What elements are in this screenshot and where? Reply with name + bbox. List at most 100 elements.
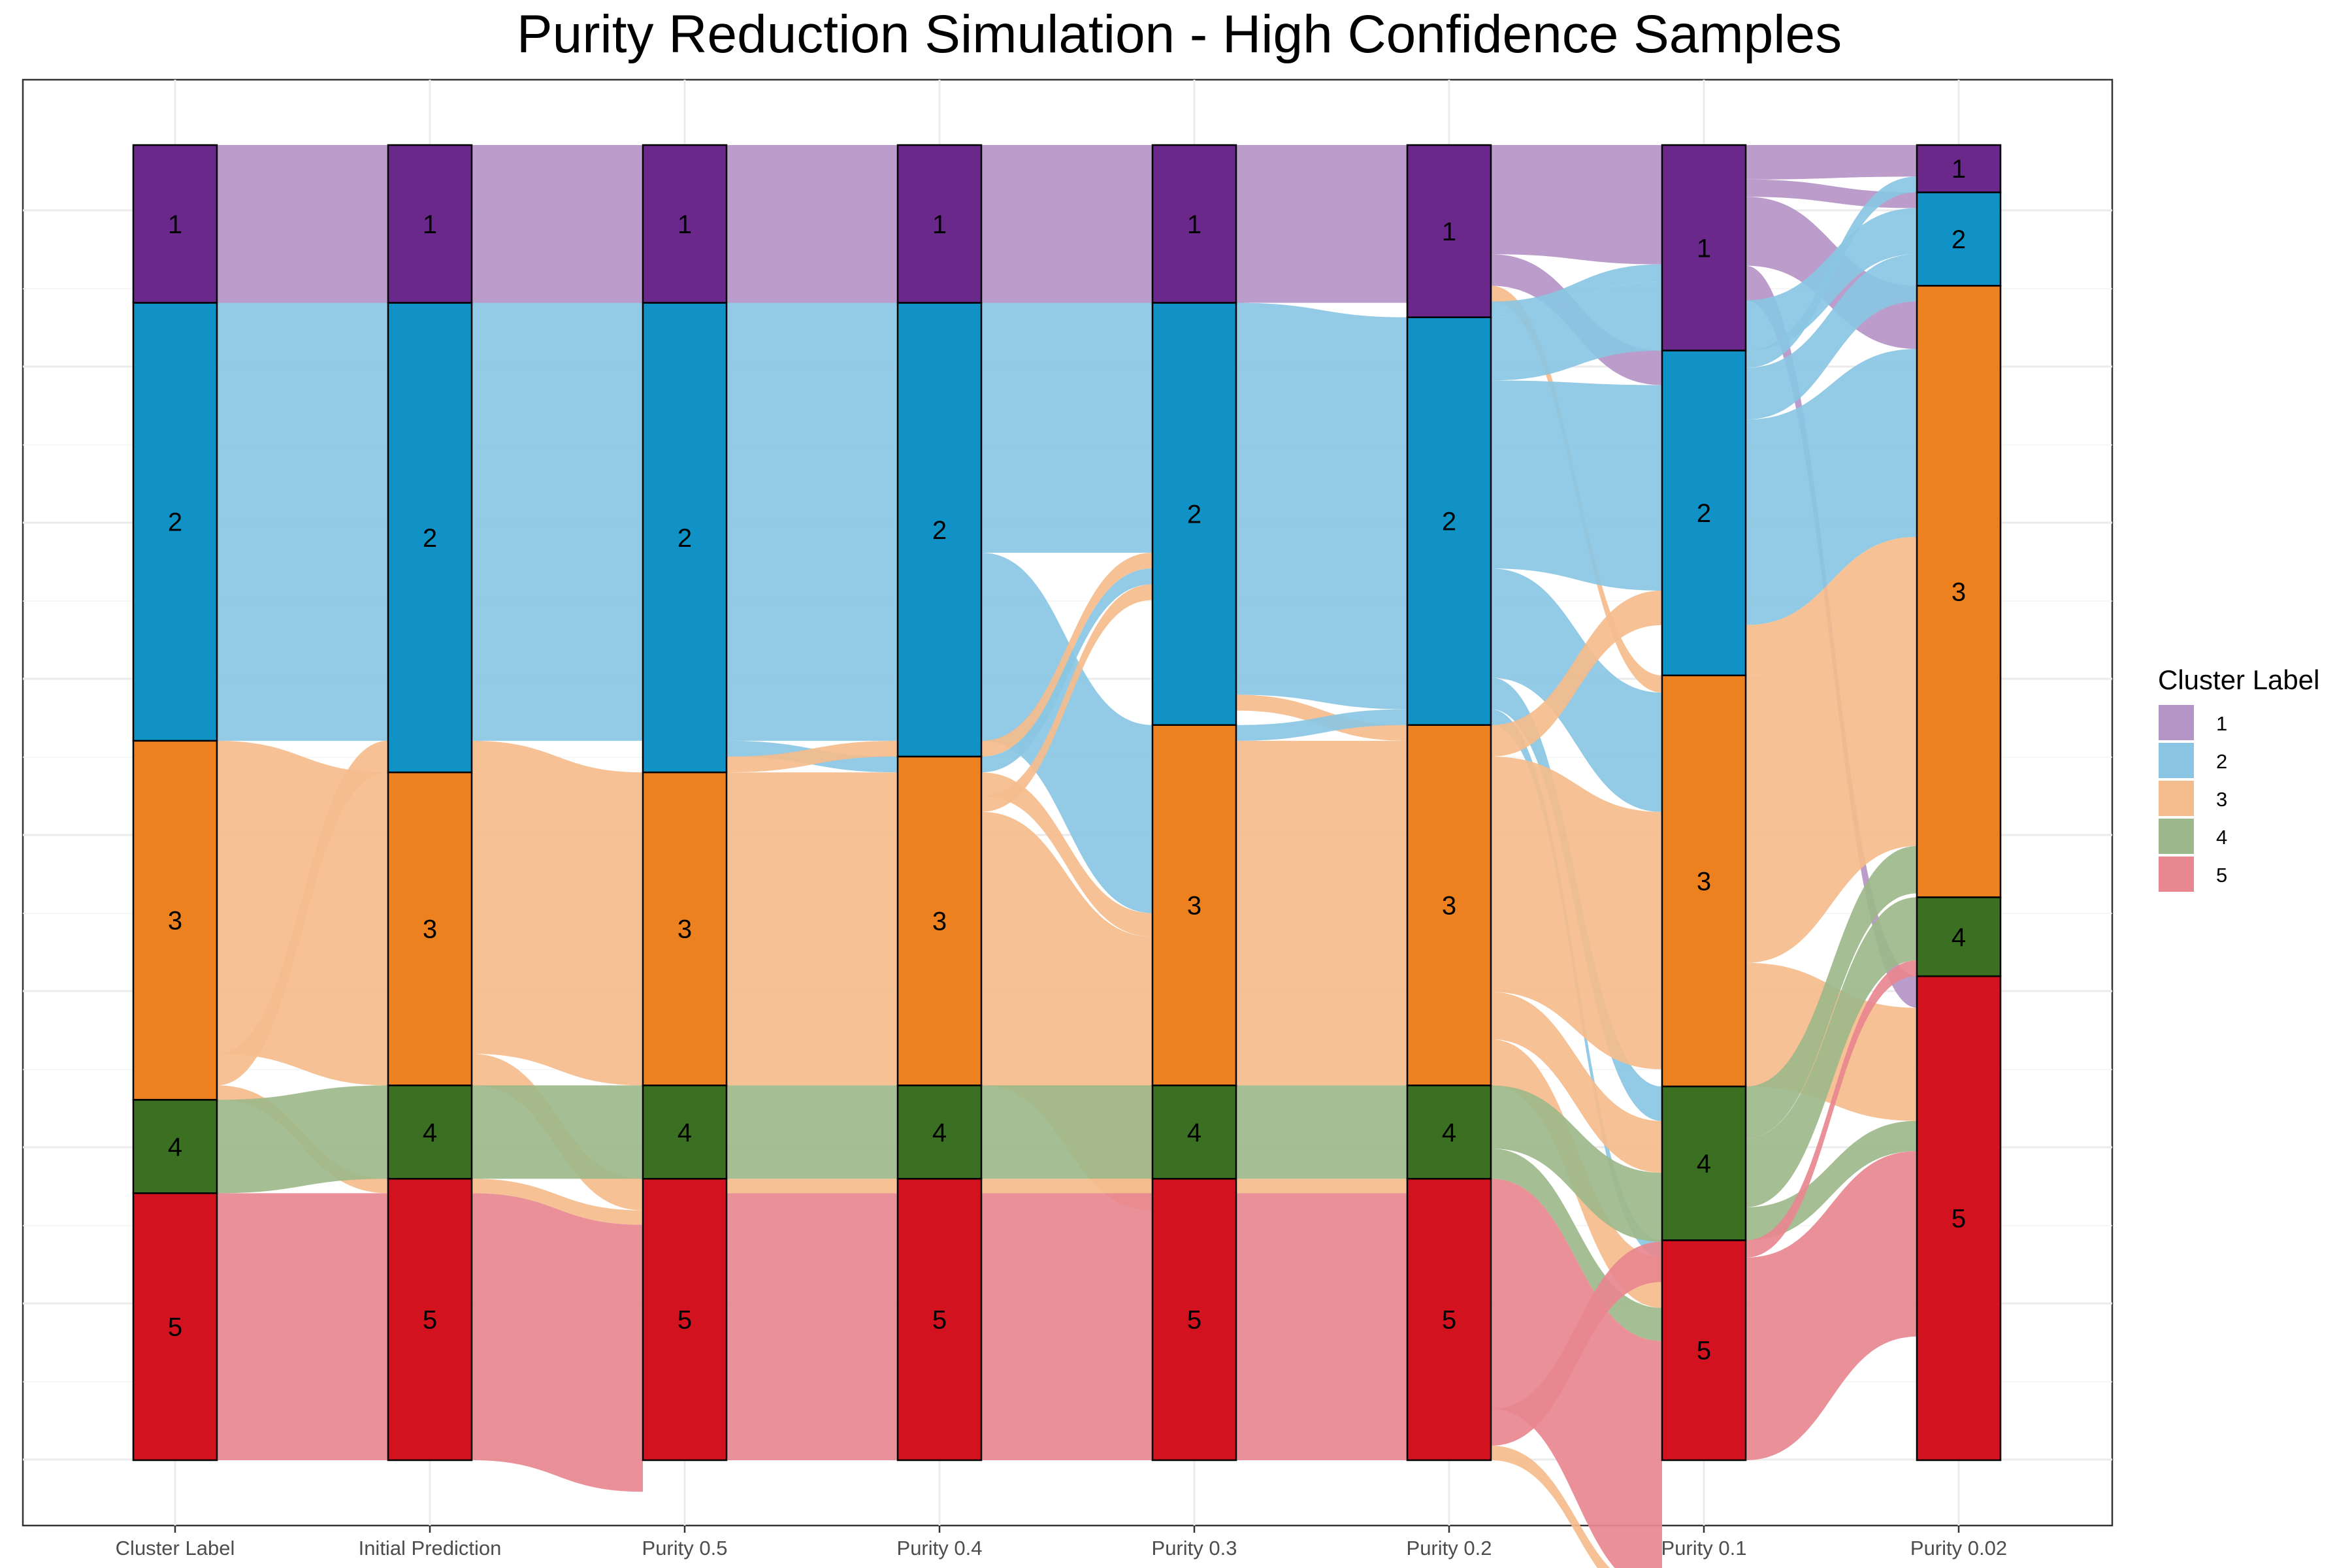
legend-key-5 — [2157, 855, 2195, 893]
stratum-label: 4 — [423, 1119, 437, 1147]
stratum-label: 1 — [1952, 155, 1966, 184]
flow-7-4-to-4-group-4 — [1746, 897, 1917, 1207]
flow-1-2-to-2-group-2 — [217, 302, 388, 741]
stratum-4-3 — [896, 755, 983, 1086]
stratum-7-2 — [1661, 350, 1747, 677]
stratum-label: 5 — [1952, 1205, 1966, 1233]
stratum-4-5 — [896, 1177, 983, 1462]
stratum-label: 3 — [423, 915, 437, 944]
flow-layer — [217, 145, 1917, 1568]
stratum-3-4 — [642, 1085, 728, 1180]
flow-7-2-to-1-group-2 — [1746, 176, 1917, 368]
flow-7-2-to-3-group-2 — [1746, 349, 1917, 625]
stratum-label: 2 — [1442, 508, 1456, 536]
legend-key-1 — [2157, 704, 2195, 742]
stratum-label: 4 — [168, 1133, 182, 1162]
stratum-label: 3 — [1187, 892, 1201, 921]
flow-3-5-to-5-group-5 — [727, 1193, 898, 1460]
x-tick-label: Initial Prediction — [359, 1537, 502, 1560]
stratum-7-1 — [1661, 144, 1747, 351]
flow-2-5-to-5-group-3 — [472, 1179, 643, 1225]
flow-1-5-to-5-group-5 — [217, 1193, 388, 1460]
stratum-label: 2 — [168, 508, 182, 537]
flow-7-5-to-4-group-5 — [1746, 960, 1917, 1258]
stratum-label: 1 — [678, 210, 692, 239]
stratum-1-5 — [132, 1192, 218, 1462]
stratum-7-4 — [1661, 1085, 1747, 1241]
stratum-8-4 — [1916, 896, 2002, 977]
flow-3-1-to-1-group-1 — [727, 145, 898, 303]
flow-6-5-to-4-group-5 — [1491, 1241, 1662, 1446]
stratum-label: 5 — [423, 1306, 437, 1335]
flow-7-4-to-3-group-4 — [1746, 845, 1917, 1139]
stratum-5-2 — [1151, 302, 1237, 726]
stratum-8-3 — [1916, 285, 2002, 898]
flow-1-1-to-1-group-1 — [217, 145, 388, 303]
flow-5-4-to-4-group-4 — [1236, 1085, 1407, 1179]
stratum-5-5 — [1151, 1177, 1237, 1462]
flow-7-4-to-5-group-4 — [1746, 1120, 1917, 1241]
flow-4-5-to-5-group-5 — [981, 1193, 1152, 1460]
x-tick-label: Cluster Label — [116, 1537, 235, 1560]
flow-6-3-to-4-group-3 — [1491, 992, 1662, 1173]
flow-4-2-to-3-group-2 — [981, 553, 1152, 913]
stratum-label: 3 — [1697, 867, 1711, 896]
stratum-2-3 — [387, 771, 473, 1086]
stratum-label: 2 — [423, 524, 437, 553]
stratum-label: 4 — [1187, 1119, 1201, 1147]
flow-7-2-to-3-group-3 — [1746, 536, 1917, 676]
stratum-label: 2 — [1187, 500, 1201, 529]
flow-2-2-to-3-group-3 — [472, 740, 643, 804]
flow-4-1-to-1-group-1 — [981, 145, 1152, 303]
x-tick-label: Purity 0.2 — [1407, 1537, 1492, 1560]
stratum-label: 5 — [932, 1306, 947, 1335]
flow-5-3-to-2-group-2 — [1236, 709, 1407, 741]
stratum-8-2 — [1916, 191, 2002, 287]
flow-3-3-to-3-group-3 — [727, 772, 898, 1086]
stratum-label: 2 — [678, 524, 692, 553]
stratum-4-1 — [896, 144, 983, 304]
flow-4-2-to-2-group-3 — [981, 553, 1152, 757]
flow-6-5-to-5-group-5 — [1491, 1179, 1662, 1568]
legend-key-4 — [2157, 817, 2195, 855]
stratum-label: 3 — [678, 915, 692, 944]
flow-4-5-to-5-group-3 — [981, 1179, 1152, 1194]
flow-1-4-to-4-group-4 — [217, 1085, 388, 1194]
legend-label-3: 3 — [2216, 788, 2227, 811]
flow-4-4-to-4-group-4 — [981, 1085, 1152, 1179]
stratum-7-5 — [1661, 1239, 1747, 1462]
x-tick-label: Purity 0.4 — [897, 1537, 983, 1560]
x-tick-label: Purity 0.1 — [1661, 1537, 1747, 1560]
stratum-6-5 — [1406, 1177, 1492, 1462]
flow-2-3-to-3-group-3 — [472, 772, 643, 1086]
flow-3-4-to-4-group-4 — [727, 1085, 898, 1179]
flow-3-2-to-2-group-3 — [727, 740, 898, 773]
x-tick-label: Purity 0.3 — [1152, 1537, 1237, 1560]
stratum-7-3 — [1661, 674, 1747, 1088]
flow-6-1-to-1-group-2 — [1491, 264, 1662, 318]
flow-5-2-to-2-group-2 — [1236, 302, 1407, 710]
flow-6-3-to-3-group-3 — [1491, 757, 1662, 1070]
flow-2-1-to-1-group-1 — [472, 145, 643, 303]
stratum-2-5 — [387, 1177, 473, 1462]
flow-7-1-to-1-group-1 — [1746, 145, 1917, 180]
stratum-1-3 — [132, 740, 218, 1101]
flow-5-5-to-5-group-3 — [1236, 1179, 1407, 1194]
stratum-label: 1 — [932, 210, 947, 239]
flow-4-3-to-2-group-3 — [981, 584, 1152, 812]
legend-label-1: 1 — [2216, 712, 2227, 735]
stratum-label: 3 — [1952, 578, 1966, 606]
stratum-5-3 — [1151, 724, 1237, 1086]
x-tick-label: Purity 0.5 — [642, 1537, 728, 1560]
stratum-6-2 — [1406, 316, 1492, 726]
stratum-label: 2 — [1952, 225, 1966, 254]
stratum-label: 5 — [168, 1313, 182, 1342]
flow-6-2-to-1-group-2 — [1491, 282, 1662, 381]
stratum-label: 5 — [678, 1306, 692, 1335]
stratum-6-4 — [1406, 1085, 1492, 1180]
flow-3-5-to-5-group-3 — [727, 1179, 898, 1194]
flow-6-3-to-2-group-3 — [1491, 591, 1662, 757]
stratum-5-4 — [1151, 1085, 1237, 1180]
flow-3-2-to-2-group-2 — [727, 302, 898, 741]
